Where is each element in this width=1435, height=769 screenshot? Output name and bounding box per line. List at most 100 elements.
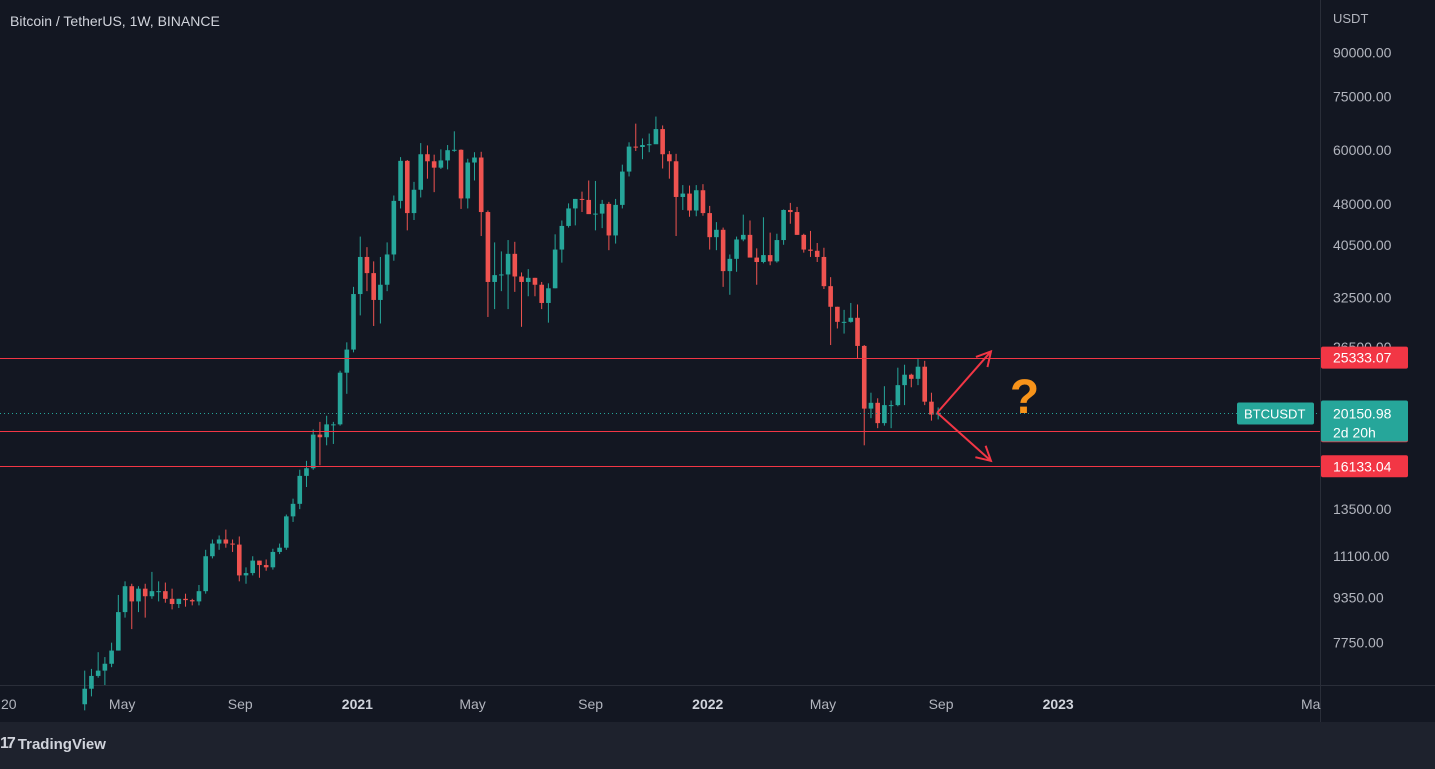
candle-body[interactable] xyxy=(290,503,296,517)
candle-body[interactable] xyxy=(855,317,860,346)
candle-body[interactable] xyxy=(579,198,585,200)
candle-body[interactable] xyxy=(425,154,430,162)
candle-body[interactable] xyxy=(767,255,773,262)
candle-body[interactable] xyxy=(129,586,135,602)
candle-body[interactable] xyxy=(599,203,605,214)
candle-body[interactable] xyxy=(257,560,262,566)
candle-body[interactable] xyxy=(284,516,289,548)
candle-body[interactable] xyxy=(163,591,168,599)
candle-body[interactable] xyxy=(304,468,309,476)
candle-body[interactable] xyxy=(606,203,612,236)
candle-body[interactable] xyxy=(707,213,712,238)
candle-body[interactable] xyxy=(505,253,511,275)
candle-body[interactable] xyxy=(210,543,215,557)
candle-body[interactable] xyxy=(102,663,108,671)
candle-body[interactable] xyxy=(324,424,329,438)
candle-body[interactable] xyxy=(478,157,484,213)
candle-body[interactable] xyxy=(781,209,786,241)
candle-body[interactable] xyxy=(572,198,578,209)
candle-body[interactable] xyxy=(445,150,450,161)
candle-body[interactable] xyxy=(613,204,618,236)
candle-body[interactable] xyxy=(452,149,457,151)
candle-body[interactable] xyxy=(196,591,202,602)
candle-body[interactable] xyxy=(801,234,807,250)
candle-body[interactable] xyxy=(263,565,269,568)
candle-body[interactable] xyxy=(277,547,282,552)
candle-body[interactable] xyxy=(559,225,565,250)
candle-body[interactable] xyxy=(351,294,356,350)
candle-body[interactable] xyxy=(788,209,793,213)
candle-body[interactable] xyxy=(492,275,497,282)
candle-body[interactable] xyxy=(882,405,887,424)
candle-body[interactable] xyxy=(136,588,141,602)
candle-body[interactable] xyxy=(378,284,383,300)
current-price-tag[interactable] xyxy=(1321,400,1408,442)
candle-body[interactable] xyxy=(183,598,188,601)
candle-body[interactable] xyxy=(593,213,598,215)
candle-body[interactable] xyxy=(525,277,531,282)
candle-body[interactable] xyxy=(331,424,336,426)
candle-body[interactable] xyxy=(122,586,128,613)
candle-body[interactable] xyxy=(888,405,894,407)
candle-body[interactable] xyxy=(297,475,303,504)
candle-body[interactable] xyxy=(908,374,914,379)
candle-body[interactable] xyxy=(499,274,504,276)
candle-body[interactable] xyxy=(620,171,625,205)
candle-body[interactable] xyxy=(794,212,800,235)
candle-body[interactable] xyxy=(216,539,222,544)
candle-body[interactable] xyxy=(317,434,323,438)
candle-body[interactable] xyxy=(156,591,161,593)
candle-body[interactable] xyxy=(821,256,827,287)
candle-body[interactable] xyxy=(418,154,424,190)
candle-body[interactable] xyxy=(754,257,760,263)
candle-body[interactable] xyxy=(411,189,417,214)
candle-body[interactable] xyxy=(465,162,471,199)
candle-body[interactable] xyxy=(149,591,155,597)
candle-body[interactable] xyxy=(82,688,88,705)
candle-body[interactable] xyxy=(828,286,833,307)
candle-body[interactable] xyxy=(640,145,645,148)
candle-body[interactable] xyxy=(371,273,376,300)
candle-body[interactable] xyxy=(89,675,94,689)
candle-body[interactable] xyxy=(720,229,726,272)
candle-body[interactable] xyxy=(357,256,363,295)
candle-body[interactable] xyxy=(398,160,403,201)
candle-body[interactable] xyxy=(116,612,121,651)
candle-body[interactable] xyxy=(539,284,544,303)
candle-body[interactable] xyxy=(848,317,854,322)
candle-body[interactable] xyxy=(814,250,820,257)
candle-body[interactable] xyxy=(189,600,195,602)
candle-body[interactable] xyxy=(653,129,659,145)
candle-body[interactable] xyxy=(391,200,397,255)
candle-body[interactable] xyxy=(512,253,518,277)
candle-body[interactable] xyxy=(693,190,699,211)
tradingview-logo[interactable]: 17 TradingView xyxy=(0,735,106,753)
candle-body[interactable] xyxy=(404,160,410,214)
candle-body[interactable] xyxy=(929,401,934,415)
candle-body[interactable] xyxy=(546,288,551,303)
candle-body[interactable] xyxy=(727,258,733,272)
candle-body[interactable] xyxy=(740,234,746,240)
candle-body[interactable] xyxy=(734,239,739,259)
candle-body[interactable] xyxy=(176,598,182,605)
candle-body[interactable] xyxy=(861,345,867,409)
candle-body[interactable] xyxy=(895,385,901,406)
candle-body[interactable] xyxy=(902,374,907,386)
candle-body[interactable] xyxy=(673,161,679,197)
candle-body[interactable] xyxy=(660,129,665,155)
candle-body[interactable] xyxy=(472,157,477,163)
candle-body[interactable] xyxy=(566,208,571,226)
candle-body[interactable] xyxy=(203,556,208,592)
candle-body[interactable] xyxy=(922,366,928,402)
candle-body[interactable] xyxy=(835,306,840,322)
candle-body[interactable] xyxy=(344,349,350,373)
question-mark-annotation[interactable]: ? xyxy=(1010,371,1039,424)
candle-body[interactable] xyxy=(109,650,114,664)
candle-body[interactable] xyxy=(841,321,847,323)
candle-body[interactable] xyxy=(875,402,880,424)
candle-body[interactable] xyxy=(519,276,524,282)
candle-body[interactable] xyxy=(223,539,229,544)
candle-body[interactable] xyxy=(485,212,491,282)
candle-body[interactable] xyxy=(747,234,753,258)
